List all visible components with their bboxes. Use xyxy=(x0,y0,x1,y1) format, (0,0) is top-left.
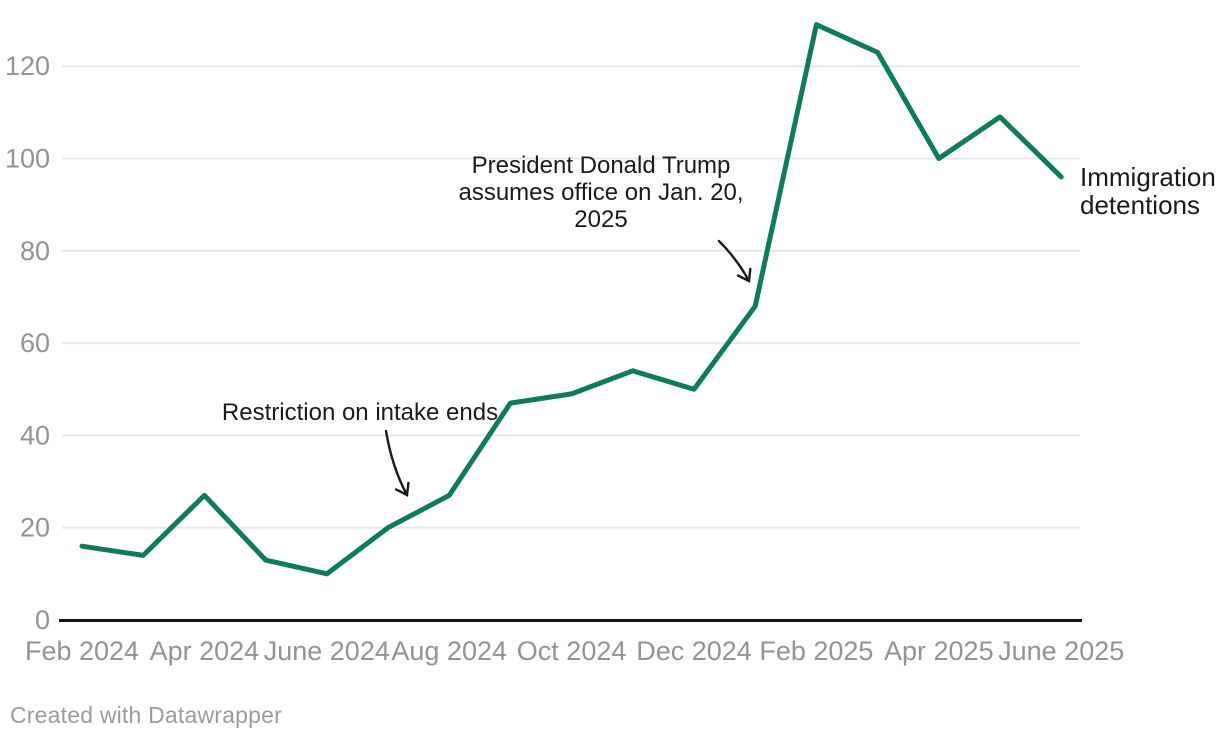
x-tick-label-oct-2024: Oct 2024 xyxy=(517,636,627,666)
x-tick-label-feb-2025: Feb 2025 xyxy=(759,636,873,666)
x-tick-label-june-2024: June 2024 xyxy=(264,636,390,666)
annotation-arrow-restriction xyxy=(384,429,410,497)
y-tick-label-120: 120 xyxy=(5,51,50,81)
annotation-arrow-trump xyxy=(717,239,752,283)
anno-trump-line-1: President Donald Trump xyxy=(472,152,731,179)
datawrapper-credit: Created with Datawrapper xyxy=(10,702,282,728)
anno-trump-line-3: 2025 xyxy=(574,206,627,233)
x-tick-label-aug-2024: Aug 2024 xyxy=(391,636,507,666)
x-tick-label-feb-2024: Feb 2024 xyxy=(25,636,139,666)
y-tick-label-60: 60 xyxy=(20,328,50,358)
y-tick-label-0: 0 xyxy=(35,605,50,635)
annotation-restriction-on-intake-ends: Restriction on intake ends xyxy=(222,399,498,426)
series-label-line-2: detentions xyxy=(1080,190,1200,220)
x-tick-label-apr-2025: Apr 2025 xyxy=(884,636,994,666)
y-tick-label-40: 40 xyxy=(20,420,50,450)
x-axis-tick-labels: Feb 2024 Apr 2024 June 2024 Aug 2024 Oct 202… xyxy=(25,636,1124,666)
y-tick-label-80: 80 xyxy=(20,236,50,266)
x-tick-label-june-2025: June 2025 xyxy=(998,636,1124,666)
y-tick-label-100: 100 xyxy=(5,144,50,174)
anno-trump-line-2: assumes office on Jan. 20, xyxy=(458,179,743,206)
x-tick-label-dec-2024: Dec 2024 xyxy=(636,636,752,666)
x-tick-label-apr-2024: Apr 2024 xyxy=(150,636,260,666)
y-gridlines xyxy=(62,65,1080,529)
y-tick-label-20: 20 xyxy=(20,513,50,543)
y-axis-tick-labels: 0 20 40 60 80 100 120 xyxy=(5,51,50,635)
detentions-line-series xyxy=(79,22,1064,577)
series-label-line-1: Immigration xyxy=(1080,162,1216,192)
anno-restriction-line-1: Restriction on intake ends xyxy=(222,399,498,426)
